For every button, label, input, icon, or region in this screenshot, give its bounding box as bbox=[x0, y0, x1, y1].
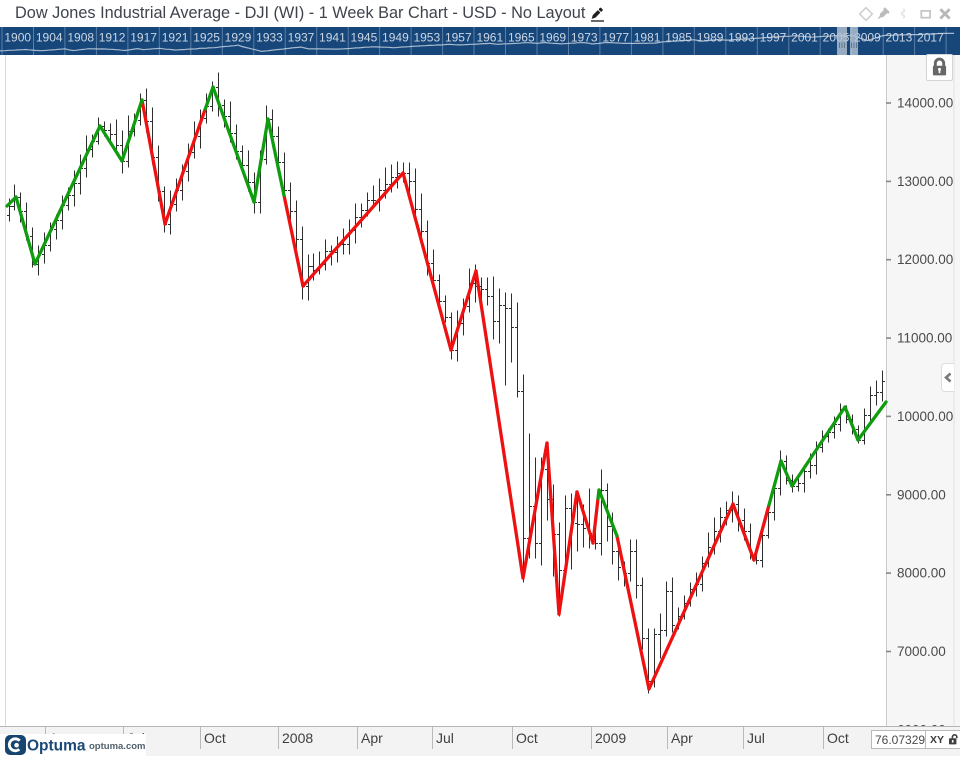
svg-text:1921: 1921 bbox=[162, 31, 189, 45]
svg-text:2001: 2001 bbox=[791, 31, 818, 45]
svg-text:1973: 1973 bbox=[571, 31, 598, 45]
svg-text:12000.00: 12000.00 bbox=[897, 252, 953, 267]
svg-text:1917: 1917 bbox=[130, 31, 157, 45]
svg-text:1953: 1953 bbox=[413, 31, 440, 45]
svg-text:1904: 1904 bbox=[36, 31, 63, 45]
svg-text:optuma.com: optuma.com bbox=[89, 741, 145, 752]
svg-text:1937: 1937 bbox=[288, 31, 315, 45]
svg-text:2013: 2013 bbox=[886, 31, 913, 45]
svg-text:1949: 1949 bbox=[382, 31, 409, 45]
svg-text:1908: 1908 bbox=[67, 31, 94, 45]
svg-text:1941: 1941 bbox=[319, 31, 346, 45]
svg-text:8000.00: 8000.00 bbox=[897, 566, 946, 581]
svg-text:1912: 1912 bbox=[99, 31, 126, 45]
svg-text:9000.00: 9000.00 bbox=[897, 487, 946, 502]
svg-text:10000.00: 10000.00 bbox=[897, 409, 953, 424]
svg-text:1961: 1961 bbox=[476, 31, 503, 45]
svg-text:1989: 1989 bbox=[697, 31, 724, 45]
svg-text:1977: 1977 bbox=[602, 31, 629, 45]
svg-text:1981: 1981 bbox=[634, 31, 661, 45]
svg-text:14000.00: 14000.00 bbox=[897, 96, 953, 111]
svg-text:1929: 1929 bbox=[225, 31, 252, 45]
svg-text:2009: 2009 bbox=[854, 31, 881, 45]
svg-text:Optuma: Optuma bbox=[27, 738, 86, 755]
svg-text:1945: 1945 bbox=[351, 31, 378, 45]
svg-text:1900: 1900 bbox=[4, 31, 31, 45]
svg-text:2017: 2017 bbox=[917, 31, 944, 45]
svg-text:1933: 1933 bbox=[256, 31, 283, 45]
svg-text:7000.00: 7000.00 bbox=[897, 644, 946, 659]
svg-text:13000.00: 13000.00 bbox=[897, 174, 953, 189]
svg-text:1993: 1993 bbox=[728, 31, 755, 45]
svg-text:1969: 1969 bbox=[539, 31, 566, 45]
svg-text:1957: 1957 bbox=[445, 31, 472, 45]
svg-text:1965: 1965 bbox=[508, 31, 535, 45]
svg-text:1925: 1925 bbox=[193, 31, 220, 45]
svg-text:1985: 1985 bbox=[665, 31, 692, 45]
svg-text:11000.00: 11000.00 bbox=[897, 331, 952, 346]
